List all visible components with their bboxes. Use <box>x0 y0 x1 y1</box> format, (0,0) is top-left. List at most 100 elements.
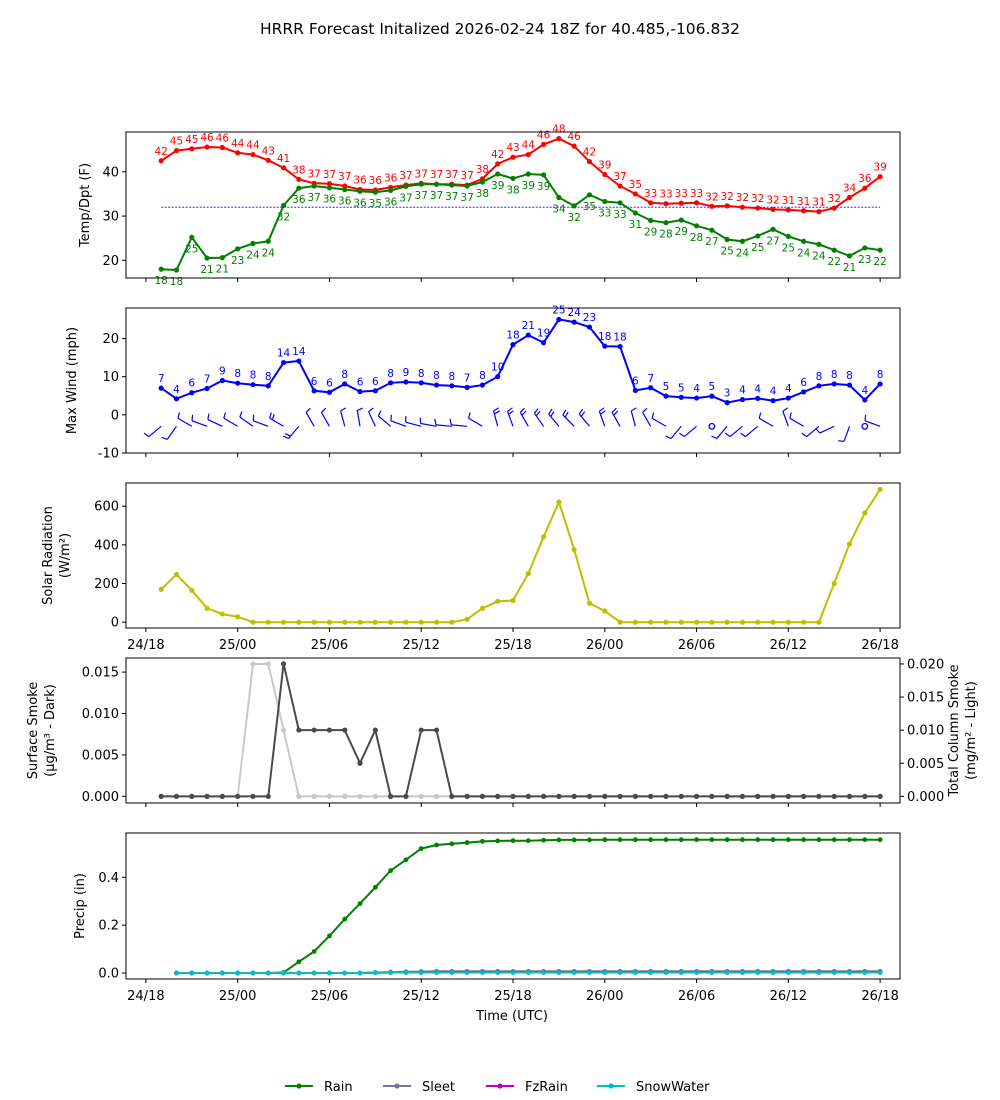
dewpoint-point <box>357 188 363 194</box>
solar-radiation-point <box>433 619 440 625</box>
dewpoint-data-label: 25 <box>751 242 764 254</box>
precip-snowwater-point <box>219 970 225 976</box>
wind-data-label: 6 <box>357 377 364 389</box>
temperature-data-label: 31 <box>812 197 825 209</box>
wind-data-label: 24 <box>567 307 581 319</box>
wind-data-label: 6 <box>311 376 318 388</box>
dewpoint-point <box>617 200 623 206</box>
precip-rain-point <box>418 846 424 851</box>
temperature-point <box>846 194 853 201</box>
wind-barb <box>405 421 422 427</box>
wind-barb <box>651 417 667 427</box>
wind-barb-feather <box>269 412 272 419</box>
temperature-data-label: 46 <box>216 132 230 144</box>
temperature-data-label: 31 <box>782 195 795 207</box>
max-wind-point <box>571 319 577 325</box>
surface-smoke-point <box>693 793 700 799</box>
precip-y-label: Precip (in) <box>73 873 88 939</box>
axes-frame <box>125 657 901 804</box>
dewpoint-point <box>388 187 394 193</box>
surface-smoke-point <box>326 727 333 733</box>
surface-smoke-point <box>602 793 608 799</box>
wind-barb-feather <box>642 407 648 413</box>
surface-smoke-point <box>388 793 394 799</box>
wind-data-label: 18 <box>506 330 519 342</box>
precip-snowwater-point <box>785 970 791 975</box>
dewpoint-data-label: 39 <box>491 180 504 192</box>
y-tick-label: 400 <box>94 538 119 553</box>
wind-barb-feather <box>419 417 422 424</box>
solar-radiation-point <box>464 616 470 622</box>
y-tick-label: 0.005 <box>82 748 119 763</box>
column-smoke-point <box>311 793 317 799</box>
wind-barb <box>758 417 774 427</box>
temperature-data-label: 35 <box>629 179 642 191</box>
x-tick-label: 26/06 <box>678 638 715 653</box>
wind-barb-feather <box>191 414 194 421</box>
temperature-data-label: 42 <box>491 149 504 161</box>
temperature-data-label: 34 <box>843 182 857 194</box>
solar-radiation-point <box>831 580 837 587</box>
precip-rain-point <box>801 837 807 843</box>
temperature-point <box>540 141 547 147</box>
dewpoint-point <box>510 175 516 182</box>
y-tick-label: -10 <box>98 447 119 462</box>
dewpoint-data-label: 28 <box>659 229 672 241</box>
precip-snowwater-point <box>296 970 302 976</box>
wind-barb <box>683 425 697 438</box>
solar-radiation-point <box>755 619 761 625</box>
wind-data-label: 8 <box>479 370 486 382</box>
temperature-data-label: 32 <box>751 193 764 205</box>
max-wind-point <box>296 358 302 364</box>
precip-rain-point <box>480 838 485 844</box>
dewpoint-data-label: 22 <box>828 256 841 268</box>
dewpoint-data-label: 31 <box>629 219 642 231</box>
precip-rain-point <box>388 868 394 873</box>
precip-snowwater-point <box>311 970 317 976</box>
wind-barb-feather <box>564 411 569 418</box>
y-tick-label: 10 <box>102 370 119 385</box>
wind-barb-feather <box>357 407 363 412</box>
y-label-line: Temp/Dpt (F) <box>78 163 93 248</box>
precip-rain-point <box>877 837 883 843</box>
temperature-point <box>280 165 287 171</box>
column-smoke-point <box>357 793 363 799</box>
max-wind-point <box>189 390 195 396</box>
solar-radiation-point <box>235 614 241 620</box>
precip-rain-point <box>632 837 638 843</box>
x-tick-label: 26/12 <box>770 989 807 1004</box>
solar-radiation-point <box>479 605 486 611</box>
temperature-data-label: 37 <box>445 169 458 181</box>
max-wind-point <box>158 385 164 391</box>
temperature-data-label: 33 <box>659 189 672 201</box>
y-tick-label: 600 <box>94 500 119 515</box>
temperature-data-label: 48 <box>552 124 565 136</box>
solar-radiation-point <box>602 608 608 614</box>
precip-snowwater-point <box>801 970 807 975</box>
surface-smoke-point <box>296 727 302 733</box>
precip-snowwater-point <box>617 970 623 975</box>
solar-radiation-point <box>388 619 394 625</box>
precip-snowwater-point <box>678 970 684 975</box>
surface-smoke-point <box>540 793 547 799</box>
temperature-point <box>173 147 180 154</box>
y-tick-label: 0.4 <box>98 871 119 886</box>
wind-data-label: 4 <box>770 386 777 398</box>
dewpoint-point <box>755 233 761 239</box>
max-wind-point <box>311 388 317 394</box>
temperature-data-label: 37 <box>323 169 336 181</box>
temperature-data-label: 45 <box>185 134 198 146</box>
dewpoint-point <box>877 247 883 253</box>
wind-data-label: 4 <box>739 385 746 397</box>
wind-barb <box>782 411 789 427</box>
temperature-point <box>189 146 195 152</box>
wind-barb <box>670 425 682 439</box>
wind-data-label: 8 <box>250 370 257 382</box>
max-wind-point <box>235 380 241 386</box>
dewpoint-data-label: 29 <box>675 226 688 238</box>
precip-rain-point <box>372 884 378 890</box>
temperature-data-label: 32 <box>736 192 749 204</box>
wind-barb <box>533 412 545 427</box>
wind-barb-feather <box>282 435 289 440</box>
precip-snowwater-point <box>831 970 837 975</box>
